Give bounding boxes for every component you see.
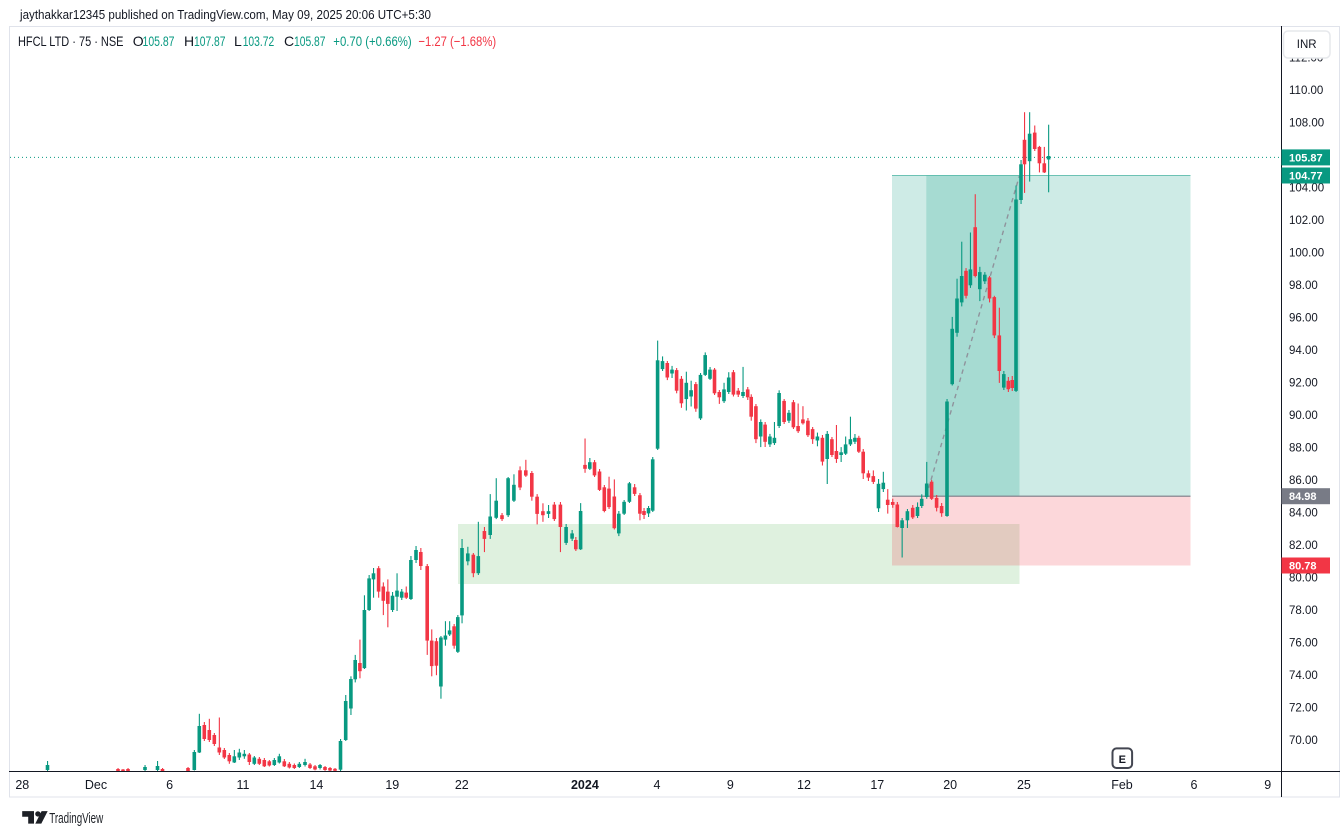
svg-text:98.00: 98.00 bbox=[1289, 280, 1318, 292]
svg-text:78.00: 78.00 bbox=[1289, 605, 1318, 617]
svg-text:6: 6 bbox=[1191, 778, 1198, 792]
svg-text:jaythakkar12345 published on T: jaythakkar12345 published on TradingView… bbox=[19, 7, 431, 22]
svg-text:86.00: 86.00 bbox=[1289, 475, 1318, 487]
svg-text:9: 9 bbox=[1264, 778, 1271, 792]
svg-text:80.00: 80.00 bbox=[1289, 572, 1318, 584]
svg-text:11: 11 bbox=[237, 778, 250, 792]
svg-text:110.00: 110.00 bbox=[1289, 85, 1323, 97]
svg-text:70.00: 70.00 bbox=[1289, 735, 1318, 747]
svg-text:+0.70 (+0.66%): +0.70 (+0.66%) bbox=[333, 33, 411, 49]
svg-text:74.00: 74.00 bbox=[1289, 670, 1318, 682]
svg-text:76.00: 76.00 bbox=[1289, 637, 1318, 649]
svg-text:INR: INR bbox=[1297, 39, 1317, 51]
svg-text:C: C bbox=[284, 33, 294, 49]
svg-text:28: 28 bbox=[15, 778, 29, 792]
svg-text:12: 12 bbox=[797, 778, 811, 792]
svg-text:HFCL LTD · 75 · NSE: HFCL LTD · 75 · NSE bbox=[18, 33, 124, 49]
svg-text:17: 17 bbox=[870, 778, 884, 792]
svg-text:104.00: 104.00 bbox=[1289, 182, 1324, 194]
svg-text:102.00: 102.00 bbox=[1289, 215, 1324, 227]
svg-text:14: 14 bbox=[309, 778, 323, 792]
svg-text:Dec: Dec bbox=[85, 778, 107, 792]
svg-text:E: E bbox=[1119, 754, 1126, 766]
svg-text:82.00: 82.00 bbox=[1289, 540, 1318, 552]
svg-text:−1.27 (−1.68%): −1.27 (−1.68%) bbox=[418, 33, 496, 49]
svg-text:25: 25 bbox=[1017, 778, 1031, 792]
svg-text:92.00: 92.00 bbox=[1289, 377, 1318, 389]
svg-text:105.87: 105.87 bbox=[294, 33, 326, 49]
svg-text:Feb: Feb bbox=[1111, 778, 1133, 792]
svg-text:TradingView: TradingView bbox=[49, 811, 103, 827]
svg-text:9: 9 bbox=[727, 778, 734, 792]
svg-text:L: L bbox=[234, 33, 242, 49]
svg-text:105.87: 105.87 bbox=[143, 33, 175, 49]
svg-text:6: 6 bbox=[166, 778, 173, 792]
svg-text:105.87: 105.87 bbox=[1289, 152, 1323, 164]
svg-text:84.00: 84.00 bbox=[1289, 507, 1318, 519]
svg-text:84.98: 84.98 bbox=[1289, 491, 1317, 503]
svg-text:90.00: 90.00 bbox=[1289, 410, 1318, 422]
svg-text:103.72: 103.72 bbox=[243, 33, 275, 49]
svg-text:104.77: 104.77 bbox=[1289, 171, 1323, 183]
svg-text:107.87: 107.87 bbox=[194, 33, 226, 49]
svg-text:72.00: 72.00 bbox=[1289, 702, 1318, 714]
svg-text:H: H bbox=[184, 33, 194, 49]
svg-text:96.00: 96.00 bbox=[1289, 312, 1318, 324]
svg-text:4: 4 bbox=[654, 778, 661, 792]
svg-text:108.00: 108.00 bbox=[1289, 117, 1324, 129]
svg-text:22: 22 bbox=[455, 778, 469, 792]
svg-text:80.78: 80.78 bbox=[1289, 561, 1317, 573]
svg-text:O: O bbox=[133, 33, 144, 49]
svg-text:2024: 2024 bbox=[571, 778, 599, 792]
svg-text:100.00: 100.00 bbox=[1289, 247, 1324, 259]
svg-text:20: 20 bbox=[943, 778, 957, 792]
svg-text:19: 19 bbox=[385, 778, 399, 792]
svg-text:88.00: 88.00 bbox=[1289, 442, 1318, 454]
svg-text:94.00: 94.00 bbox=[1289, 345, 1318, 357]
